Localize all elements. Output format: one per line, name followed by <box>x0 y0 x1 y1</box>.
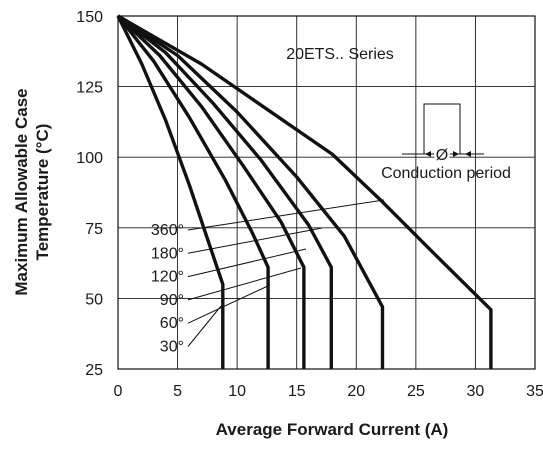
series-line <box>117 14 385 369</box>
y-tick-label: 125 <box>76 80 103 97</box>
label-leader-line <box>187 199 385 231</box>
x-tick-label: 30 <box>467 383 485 400</box>
series-line <box>116 14 333 369</box>
label-leader-line <box>187 267 302 301</box>
y-tick-label: 150 <box>76 9 103 26</box>
x-tick-label: 15 <box>288 383 306 400</box>
y-tick-label: 100 <box>76 150 103 167</box>
conduction-period-inset: Ø Conduction period <box>381 103 511 182</box>
x-tick-label: 5 <box>173 383 182 400</box>
plot-frame <box>117 15 536 370</box>
series-line <box>116 14 306 369</box>
y-tick-label: 50 <box>85 291 103 308</box>
y-tick-label: 75 <box>85 221 103 238</box>
series-title: 20ETS.. Series <box>286 46 394 63</box>
x-tick-label: 0 <box>114 383 123 400</box>
y-axis-label-line2: Temperature (°C) <box>33 124 52 261</box>
x-tick-label: 10 <box>228 383 246 400</box>
y-tick-label: 25 <box>85 362 103 379</box>
tick-layer: 0 5 10 15 20 25 30 35 25 50 75 100 125 150 <box>76 9 543 400</box>
series-line <box>116 15 225 369</box>
label-layer: 360° 180° 120° 90° 60° 30° <box>151 222 184 356</box>
series-line <box>117 14 493 369</box>
series-label: 30° <box>160 339 184 356</box>
series-line <box>116 14 270 369</box>
y-axis-label-line1: Maximum Allowable Case <box>12 88 31 295</box>
grid-layer <box>117 15 536 370</box>
inset-label: Conduction period <box>381 165 511 182</box>
leader-layer <box>187 199 385 347</box>
inset-symbol: Ø <box>436 147 448 164</box>
x-tick-label: 25 <box>407 383 425 400</box>
x-axis-label: Average Forward Current (A) <box>216 420 449 439</box>
x-tick-label: 20 <box>347 383 365 400</box>
x-tick-label: 35 <box>526 383 543 400</box>
curve-layer <box>116 14 493 369</box>
series-label: 180° <box>151 245 184 262</box>
series-label: 360° <box>151 222 184 239</box>
label-leader-line <box>187 248 307 278</box>
label-leader-line <box>187 305 222 347</box>
series-label: 60° <box>160 315 184 332</box>
series-label: 120° <box>151 269 184 286</box>
label-leader-line <box>187 284 271 324</box>
series-label: 90° <box>160 292 184 309</box>
label-leader-line <box>187 227 323 254</box>
